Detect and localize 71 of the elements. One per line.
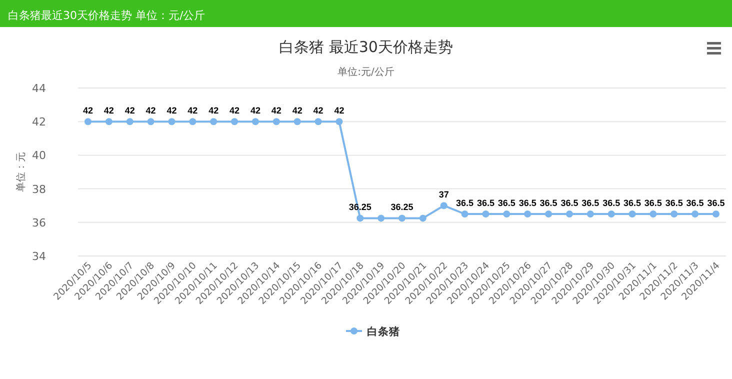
y-tick-label: 34 — [32, 250, 46, 263]
data-label: 36.5 — [476, 198, 494, 208]
y-tick-label: 44 — [32, 82, 46, 95]
point — [210, 118, 218, 126]
y-tick-label: 38 — [32, 182, 46, 196]
point — [126, 118, 134, 126]
point — [461, 210, 468, 218]
data-label: 36.5 — [540, 198, 558, 208]
point — [712, 210, 720, 218]
chart-subtitle: 单位:元/公斤 — [338, 66, 394, 78]
point — [545, 210, 552, 218]
point — [168, 118, 176, 126]
point — [692, 210, 699, 218]
data-label: 36.5 — [498, 198, 516, 208]
point — [231, 118, 238, 126]
data-label: 36.5 — [707, 198, 725, 208]
point — [628, 210, 636, 218]
data-label: 42 — [166, 106, 177, 116]
data-label: 42 — [271, 106, 282, 116]
data-label: 36.5 — [602, 198, 620, 208]
data-label: 42 — [208, 106, 219, 116]
data-label: 36.5 — [686, 198, 704, 208]
point — [440, 202, 448, 210]
point — [586, 210, 594, 218]
point — [482, 210, 490, 218]
point — [608, 210, 615, 218]
data-label: 36.5 — [644, 198, 662, 208]
legend-label: 白条猪 — [367, 325, 400, 338]
y-tick-label: 36 — [32, 216, 46, 230]
point — [314, 118, 322, 126]
data-label: 36.25 — [348, 202, 372, 212]
data-label: 42 — [313, 106, 324, 116]
point — [294, 118, 301, 126]
point — [189, 118, 196, 126]
y-axis-title: 单位：元 — [15, 152, 27, 192]
data-label: 42 — [250, 106, 260, 116]
data-label: 36.5 — [518, 198, 536, 208]
point — [336, 118, 343, 126]
point — [378, 214, 385, 222]
point — [503, 210, 510, 218]
point — [670, 210, 678, 218]
data-label: 42 — [292, 106, 302, 116]
data-label: 42 — [230, 106, 240, 116]
y-tick-label: 40 — [32, 149, 46, 162]
data-label: 42 — [104, 106, 114, 116]
point — [147, 118, 154, 126]
data-label: 36.5 — [456, 198, 474, 208]
data-label: 36.25 — [390, 202, 414, 212]
point — [252, 118, 259, 126]
data-label: 36.5 — [582, 198, 600, 208]
point — [566, 210, 573, 218]
point — [105, 118, 112, 126]
data-label: 42 — [82, 106, 94, 116]
point — [272, 118, 280, 126]
point — [356, 214, 364, 222]
data-label: 42 — [188, 106, 198, 116]
data-label: 37 — [438, 190, 449, 200]
y-tick-label: 42 — [32, 116, 46, 129]
point — [524, 210, 532, 218]
point — [419, 214, 426, 222]
point — [650, 210, 657, 218]
text: 白条猪最近30天价格走势 单位：元/公斤 — [8, 9, 206, 22]
data-label: 42 — [124, 106, 135, 116]
point — [84, 118, 92, 126]
data-label: 36.5 — [560, 198, 578, 208]
data-label: 42 — [146, 106, 156, 116]
data-label: 36.5 — [624, 198, 642, 208]
chart-title: 白条猪 最近30天价格走势 — [279, 38, 453, 56]
data-label: 42 — [334, 106, 344, 116]
data-label: 36.5 — [665, 198, 683, 208]
point — [398, 214, 406, 222]
